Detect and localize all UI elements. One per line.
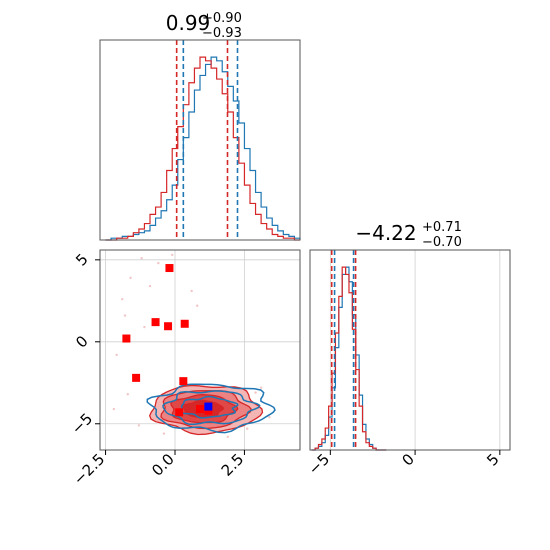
scatter-x-tick-label: −2.5	[70, 450, 108, 488]
scatter-sample-point	[148, 284, 152, 288]
hist-top-left-series-1-bin	[206, 61, 212, 240]
hist-top-left-series-1-outline	[105, 56, 300, 241]
hist-top-left-title-value: 0.99	[166, 11, 211, 35]
scatter-red-marker	[132, 373, 141, 382]
hist-top-left-series-1-bin	[256, 214, 262, 240]
hist-top-left-series-1-bin	[167, 171, 173, 240]
hist-bottom-right-title-upper: +0.71	[422, 220, 462, 235]
hist-top-left-series-1-bin	[161, 192, 167, 240]
scatter-sample-point	[190, 289, 193, 293]
hist-bottom-right-plot-area	[311, 250, 387, 451]
hist-bottom-right-title: −4.22 +0.71 −0.70	[355, 220, 461, 250]
hist-bottom-right-series-1-outline	[311, 266, 387, 451]
scatter-sample-point	[259, 386, 263, 389]
hist-top-left-series-1-bin	[250, 203, 256, 240]
scatter-sample-point	[143, 325, 146, 329]
scatter-red-marker	[175, 408, 184, 417]
hist-top-left-series-1-bin	[228, 112, 234, 240]
scatter-red-marker	[151, 318, 160, 327]
scatter-sample-point	[196, 304, 199, 307]
hist-top-left-title-lower: −0.93	[202, 26, 242, 41]
hist-bottom-right-title-value: −4.22	[355, 221, 416, 245]
scatter-y-tick-label: 0	[72, 332, 91, 351]
scatter-bottom-left: −2.5 0.0 2.5 −5 0 5	[68, 249, 301, 489]
scatter-red-marker	[179, 377, 188, 386]
scatter-sample-point	[226, 435, 229, 439]
hist-top-left-series-1-bin	[150, 214, 156, 240]
hist-bottom-right-x-ticks: −5 0 5	[305, 450, 503, 478]
scatter-sample-point	[137, 424, 141, 427]
scatter-red-marker	[165, 264, 174, 273]
scatter-blue-contour	[162, 390, 261, 426]
hist-top-left-series-1-bin	[272, 235, 278, 240]
scatter-sample-point	[115, 353, 118, 357]
hist-top-left-series-1-bin	[194, 68, 200, 240]
scatter-y-tick-label: 5	[72, 250, 91, 269]
scatter-sample-point	[246, 427, 249, 430]
scatter-sample-point	[162, 432, 166, 435]
hist-top-left-series-1-bin	[261, 224, 267, 240]
scatter-sample-point	[140, 256, 143, 260]
scatter-y-tick-label: −5	[68, 410, 96, 438]
scatter-frame	[99, 249, 301, 451]
scatter-red-marker	[204, 406, 213, 415]
hist-top-left-series-1-bin	[139, 229, 145, 240]
hist-top-left-plot-area	[105, 40, 301, 241]
hist-top-left-series-1-bin	[189, 83, 195, 240]
hist-bottom-right-series-1-bin	[346, 274, 349, 450]
hist-top-left-frame	[99, 39, 301, 241]
scatter-x-tick-label: 2.5	[218, 450, 248, 480]
hist-bottom-right-frame	[309, 249, 511, 451]
hist-top-left-series-1-bin	[144, 224, 150, 240]
scatter-red-marker	[164, 322, 173, 331]
hist-bottom-right-x-tick-label: −5	[305, 450, 333, 478]
hist-top-left-series-1-bin	[183, 105, 189, 240]
scatter-blue-marker	[204, 402, 213, 411]
scatter-sample-point	[121, 297, 124, 301]
scatter-sample-point	[254, 391, 257, 394]
hist-top-left-series-0-outline	[105, 56, 301, 241]
scatter-x-ticks: −2.5 0.0 2.5	[70, 450, 247, 489]
scatter-blue-contour	[179, 395, 239, 419]
hist-top-left-title: 0.99 +0.90 −0.93	[166, 11, 242, 41]
hist-bottom-right-title-lower: −0.70	[422, 235, 462, 250]
scatter-sample-point	[129, 276, 132, 280]
hist-top-left-series-1-bin	[211, 68, 217, 240]
scatter-sample-point	[171, 253, 174, 257]
scatter-sample-point	[112, 407, 116, 411]
hist-top-left: 0.99 +0.90 −0.93	[99, 11, 301, 241]
scatter-x-tick-label: 0.0	[148, 450, 178, 480]
hist-top-left-series-1-bin	[217, 79, 223, 240]
hist-top-left-title-upper: +0.90	[202, 11, 242, 26]
hist-top-left-series-1-bin	[178, 127, 184, 240]
scatter-plot-area	[112, 253, 276, 439]
scatter-blue-contour	[146, 383, 276, 434]
scatter-red-marker	[196, 405, 204, 414]
scatter-y-ticks: −5 0 5	[68, 250, 100, 438]
scatter-sample-point	[268, 416, 271, 419]
scatter-red-marker	[180, 319, 189, 328]
hist-bottom-right: −4.22 +0.71 −0.70 −5 0 5	[305, 220, 511, 478]
hist-top-left-series-1-bin	[200, 57, 206, 240]
scatter-sample-point	[126, 393, 129, 396]
scatter-sample-point	[157, 261, 160, 265]
hist-top-left-series-1-bin	[244, 185, 250, 240]
scatter-red-marker	[122, 334, 131, 343]
hist-top-left-series-1-bin	[239, 163, 245, 240]
scatter-sample-point	[123, 314, 127, 317]
hist-top-left-series-1-bin	[133, 233, 139, 240]
hist-top-left-series-1-bin	[267, 229, 273, 240]
hist-top-left-series-1-bin	[156, 207, 162, 240]
